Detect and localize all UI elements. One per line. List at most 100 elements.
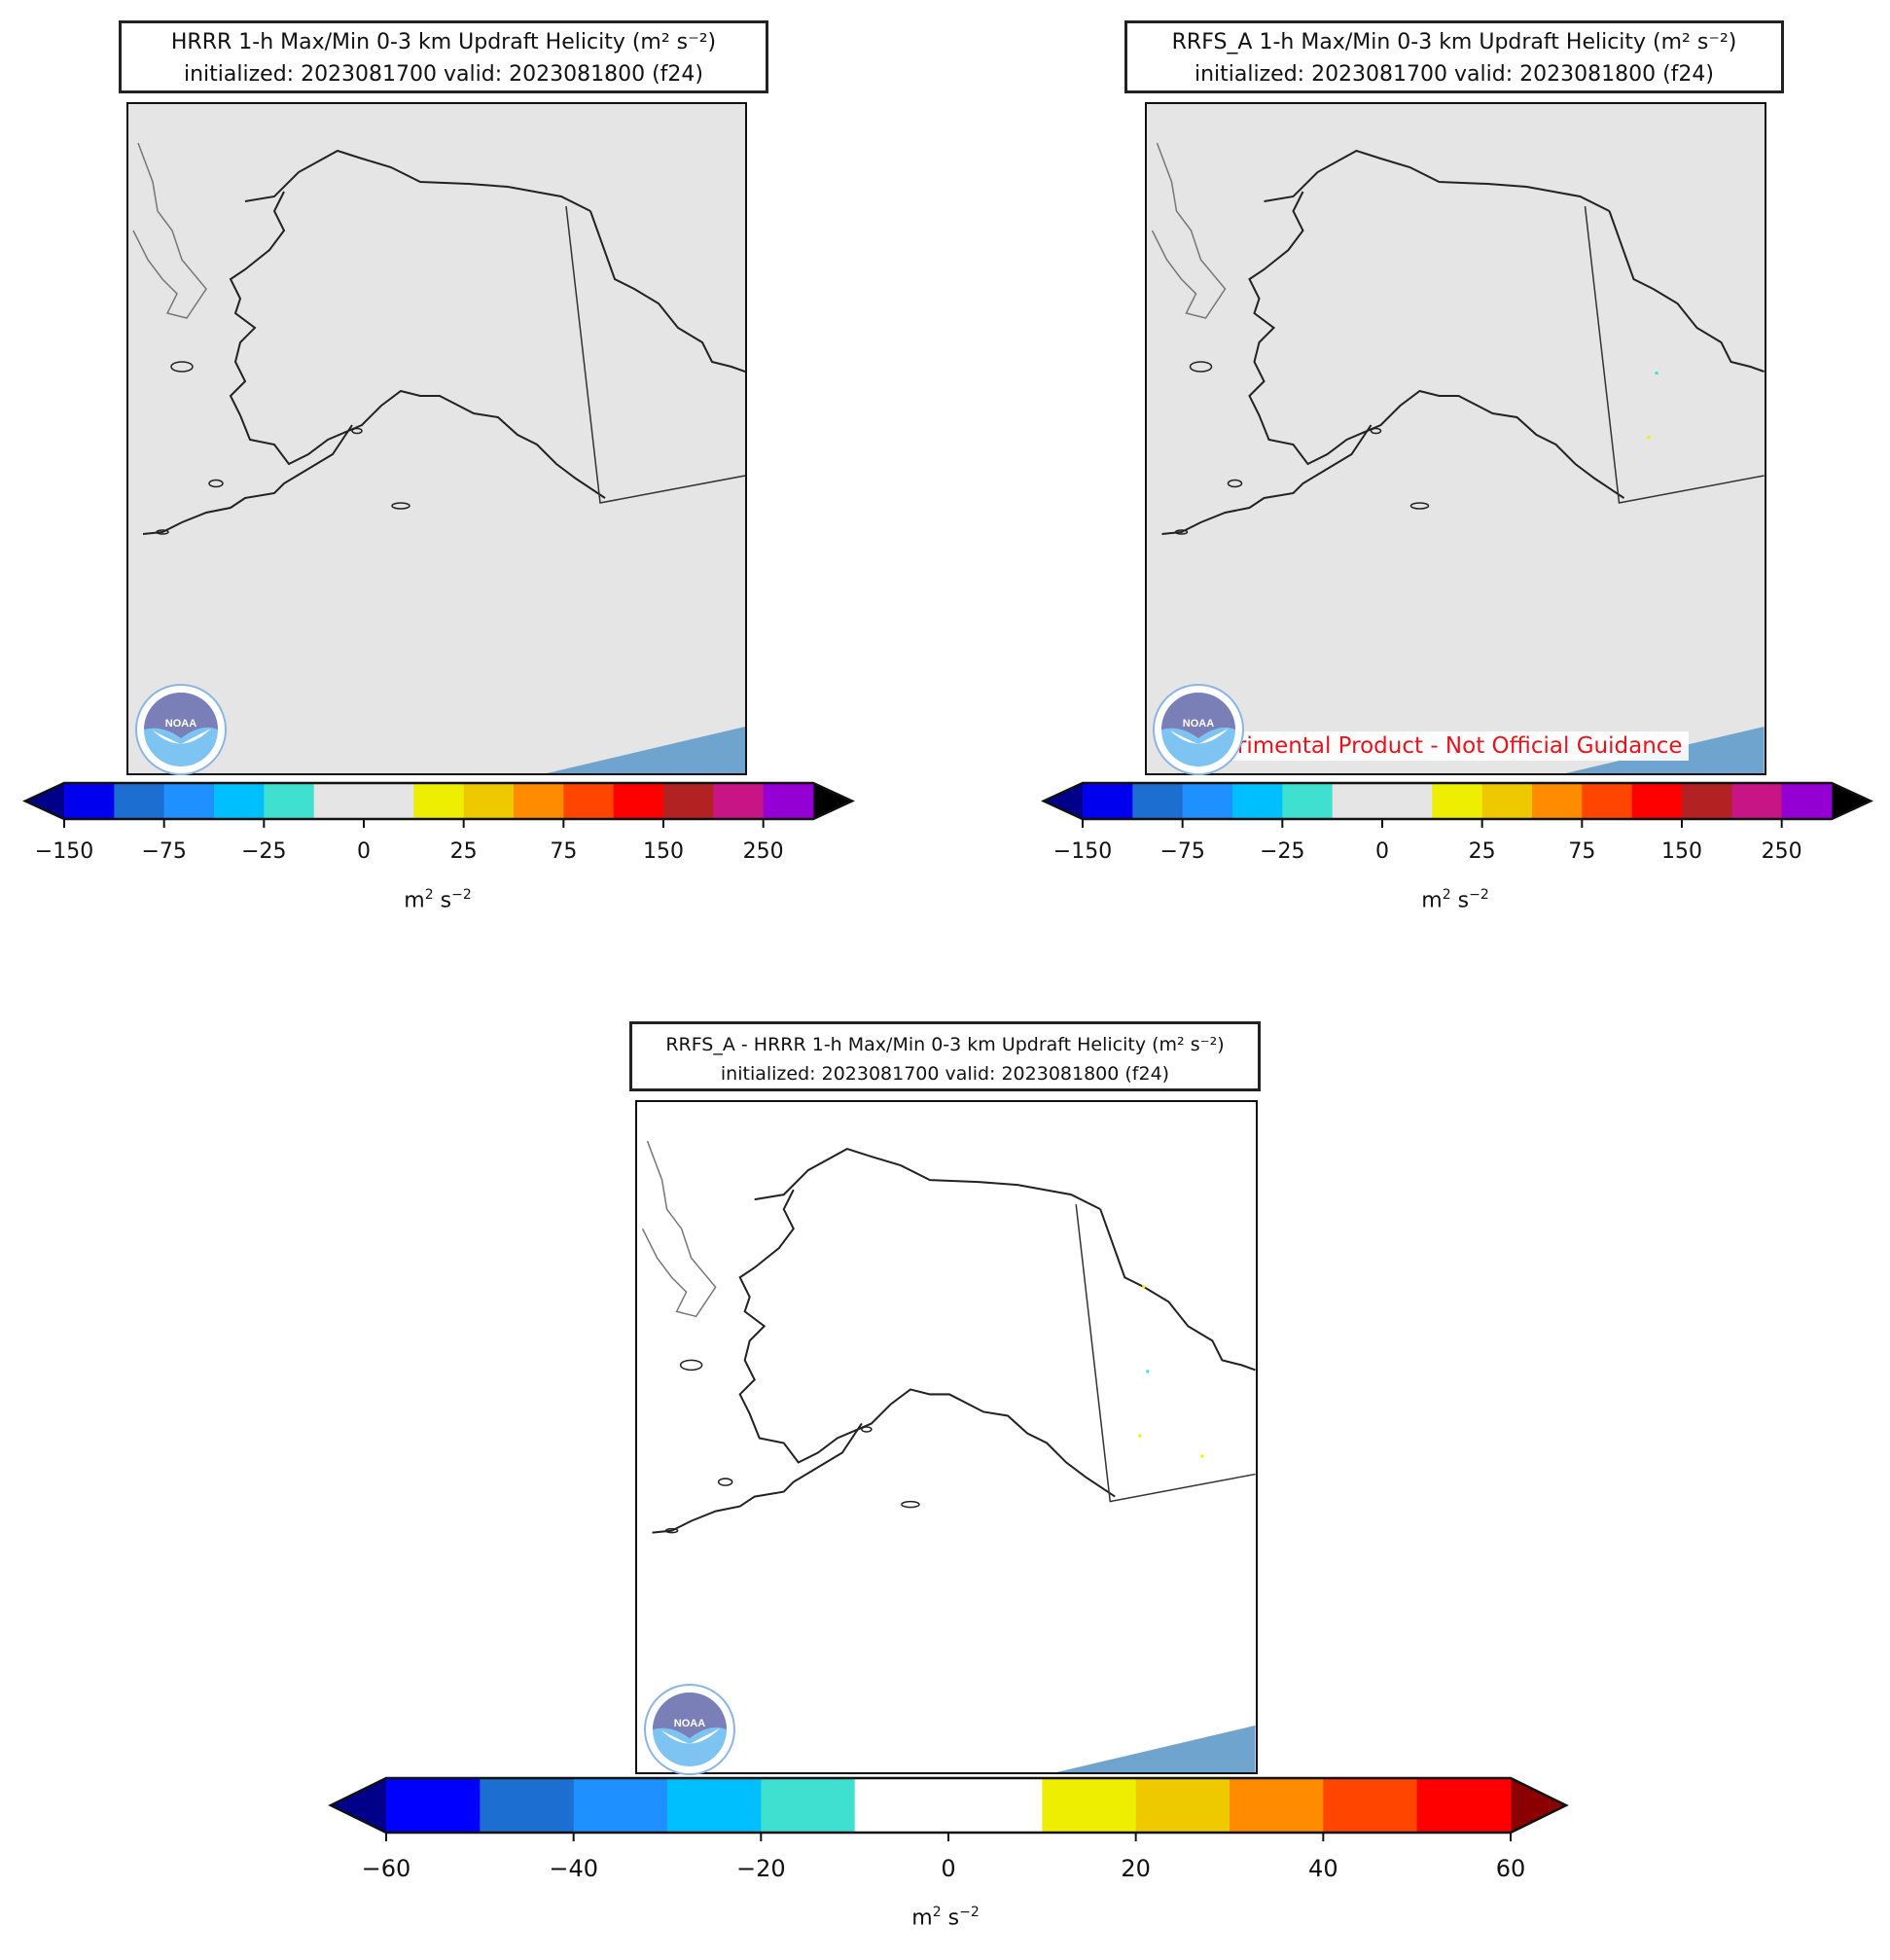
canada-coastline — [589, 210, 745, 373]
uh-speck — [1647, 436, 1651, 439]
noaa-logo: NOAA — [133, 682, 229, 781]
colorbar-segment — [1416, 1778, 1512, 1833]
colorbar-segment — [1282, 783, 1334, 819]
colorbar-segment — [763, 783, 814, 819]
island-outline — [1189, 361, 1213, 373]
colorbar-tick-label: 40 — [1308, 1855, 1338, 1882]
colorbar-diff: −60 −40 −20 0 20 40 60 — [328, 1776, 1569, 1883]
colorbar-unit-rrfs: m2 s−2 — [1421, 887, 1489, 913]
colorbar-segment — [1132, 783, 1184, 819]
colorbar-segment — [1382, 783, 1433, 819]
map-rrfs — [1145, 102, 1766, 775]
colorbar-canvas: −150 −75 −25 0 25 75 150 250 — [22, 781, 855, 864]
colorbar-segment — [761, 1778, 856, 1833]
colorbar-segment — [1631, 783, 1683, 819]
map-canvas — [1151, 142, 1765, 773]
alaska-canada-border — [565, 205, 745, 504]
colorbar-segment — [1682, 783, 1732, 819]
panel-title-diff: RRFS_A - HRRR 1-h Max/Min 0-3 km Updraft… — [629, 1021, 1261, 1091]
svg-text:NOAA: NOAA — [165, 718, 196, 730]
panel-title-rrfs: RRFS_A 1-h Max/Min 0-3 km Updraft Helici… — [1124, 20, 1784, 93]
colorbar-tick-label: −150 — [1053, 839, 1112, 864]
colorbar-tick-label: 0 — [1375, 839, 1389, 864]
title-line2: initialized: 2023081700 valid: 202308180… — [184, 62, 703, 87]
colorbar-segment — [713, 783, 765, 819]
colorbar-tick-label: −75 — [141, 839, 186, 864]
colorbar-segment — [1481, 783, 1533, 819]
colorbar-canvas: −60 −40 −20 0 20 40 60 — [328, 1776, 1569, 1882]
island-outline — [170, 361, 194, 373]
colorbar-tick-label: 0 — [357, 839, 371, 864]
alaska-coastline — [1161, 149, 1625, 535]
colorbar-segment — [613, 783, 664, 819]
colorbar-segment — [364, 783, 414, 819]
island-outline — [679, 1359, 703, 1372]
colorbar-under-arrow — [331, 1778, 386, 1833]
noaa-logo: NOAA — [1151, 682, 1246, 781]
uh-speck — [1142, 1285, 1146, 1289]
colorbar-tick-label: 150 — [1661, 839, 1702, 864]
colorbar-segment — [480, 1778, 575, 1833]
map-diff — [635, 1100, 1258, 1774]
island-outline — [664, 1527, 679, 1534]
colorbar-tick-label: 20 — [1121, 1855, 1151, 1882]
colorbar-under-arrow — [1044, 783, 1083, 819]
alaska-coastline — [652, 1147, 1116, 1534]
colorbar-segment — [1083, 783, 1133, 819]
colorbar-tick-label: 25 — [1469, 839, 1496, 864]
title-line1: HRRR 1-h Max/Min 0-3 km Updraft Helicity… — [170, 30, 717, 54]
colorbar-segment — [413, 783, 465, 819]
disclaimer-label: Experimental Product - Not Official Guid… — [1176, 731, 1689, 761]
island-outline — [717, 1478, 733, 1486]
colorbar-segment — [64, 783, 115, 819]
colorbar-segment — [514, 783, 564, 819]
colorbar-unit-diff: m2 s−2 — [911, 1905, 980, 1931]
title-line1: RRFS_A 1-h Max/Min 0-3 km Updraft Helici… — [1171, 30, 1737, 54]
colorbar-segment — [214, 783, 265, 819]
ocean-shading — [547, 727, 745, 773]
colorbar-over-arrow — [813, 783, 852, 819]
map-canvas — [132, 142, 745, 773]
colorbar-segment — [1323, 1778, 1418, 1833]
colorbar-segment — [264, 783, 315, 819]
colorbar-canvas: −150 −75 −25 0 25 75 150 250 — [1041, 781, 1873, 864]
colorbar-segment — [1432, 783, 1483, 819]
colorbar-segment — [1332, 783, 1383, 819]
island-outline — [156, 529, 169, 535]
russia-coastline — [1151, 142, 1227, 319]
colorbar-tick-label: 250 — [743, 839, 784, 864]
colorbar-tick-label: 25 — [450, 839, 478, 864]
colorbar-segment — [1232, 783, 1283, 819]
colorbar-tick-label: 250 — [1762, 839, 1802, 864]
colorbar-segment — [463, 783, 515, 819]
colorbar-segment — [663, 783, 714, 819]
island-outline — [901, 1500, 920, 1509]
russia-coastline — [132, 142, 207, 319]
island-outline — [208, 479, 224, 488]
alaska-canada-border — [1584, 205, 1765, 504]
colorbar-segment — [667, 1778, 762, 1833]
colorbar-tick-label: −25 — [241, 839, 286, 864]
title-line2: initialized: 2023081700 valid: 202308180… — [720, 1063, 1170, 1085]
colorbar-tick-label: 75 — [1568, 839, 1595, 864]
colorbar-segment — [563, 783, 615, 819]
map-hrrr — [126, 102, 747, 775]
colorbar-segment — [114, 783, 165, 819]
island-outline — [391, 502, 410, 510]
colorbar-segment — [854, 1778, 949, 1833]
uh-speck — [1146, 1370, 1150, 1373]
island-outline — [1370, 427, 1382, 435]
russia-coastline — [641, 1140, 717, 1318]
island-outline — [861, 1426, 873, 1433]
colorbar-hrrr: −150 −75 −25 0 25 75 150 250 — [22, 781, 855, 869]
svg-text:NOAA: NOAA — [674, 1718, 705, 1729]
colorbar-unit-hrrr: m2 s−2 — [404, 887, 472, 913]
island-outline — [1227, 479, 1243, 488]
colorbar-segment — [948, 1778, 1043, 1833]
colorbar-segment — [573, 1778, 668, 1833]
colorbar-tick-label: −150 — [35, 839, 93, 864]
colorbar-segment — [163, 783, 215, 819]
colorbar-segment — [1042, 1778, 1137, 1833]
colorbar-tick-label: 150 — [643, 839, 684, 864]
alaska-canada-border — [1075, 1204, 1256, 1503]
